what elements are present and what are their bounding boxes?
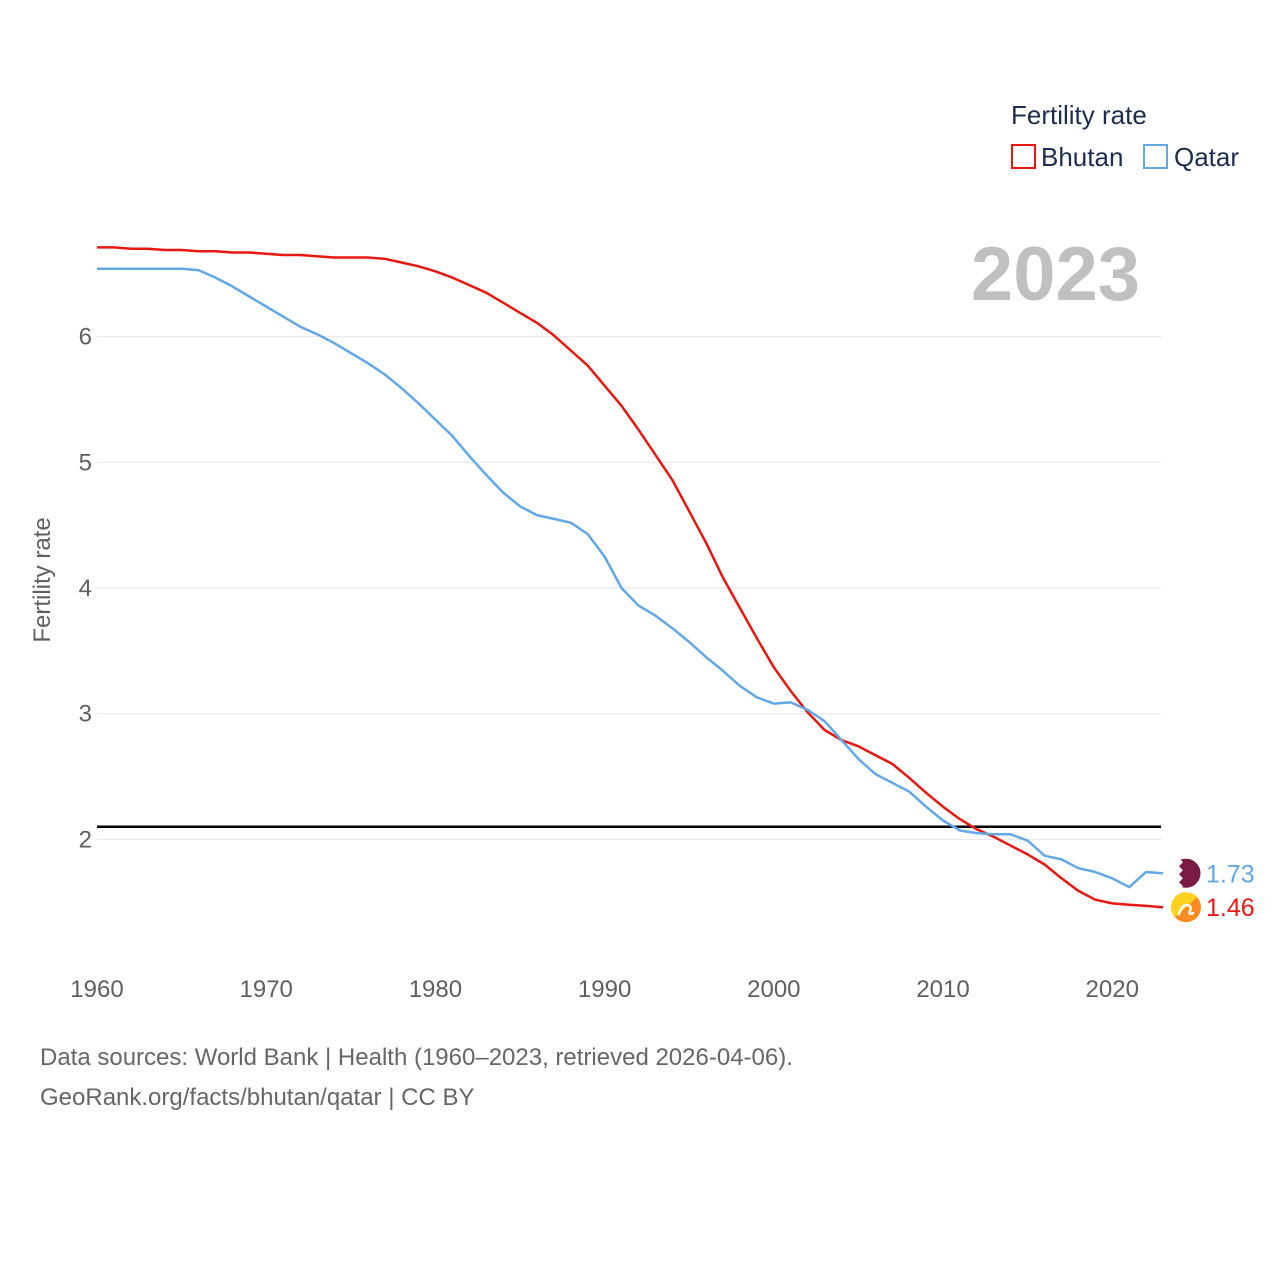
x-tick-label: 1960	[70, 976, 123, 1003]
y-axis-title: Fertility rate	[29, 517, 56, 642]
legend-swatch-bhutan	[1011, 144, 1036, 169]
series-line-qatar	[97, 267, 1164, 889]
y-tick-label: 4	[79, 575, 92, 602]
x-tick-label: 2000	[747, 976, 800, 1003]
end-label-qatar: 1.73	[1206, 860, 1255, 888]
y-tick-label: 3	[79, 701, 92, 728]
footer-sources: Data sources: World Bank | Health (1960–…	[40, 1044, 793, 1071]
year-label: 2023	[971, 232, 1140, 317]
x-tick-labels: 1960 1970 1980 1990 2000 2010 2020	[70, 976, 1139, 1003]
series-line-bhutan	[97, 246, 1164, 909]
legend-swatch-qatar	[1143, 144, 1168, 169]
legend-item-qatar[interactable]: Qatar	[1143, 142, 1239, 172]
x-tick-label: 2020	[1086, 976, 1139, 1003]
legend-label-bhutan: Bhutan	[1041, 142, 1123, 172]
bhutan-flag-icon	[1171, 892, 1201, 923]
legend[interactable]: Fertility rate Bhutan Qatar	[1011, 100, 1239, 172]
footer-credit: GeoRank.org/facts/bhutan/qatar | CC BY	[40, 1084, 475, 1111]
y-tick-label: 5	[79, 449, 92, 476]
y-tick-label: 2	[79, 826, 92, 853]
x-tick-label: 1970	[240, 976, 293, 1003]
x-tick-label: 1990	[578, 976, 631, 1003]
x-tick-label: 1980	[409, 976, 462, 1003]
grid-lines	[97, 336, 1161, 840]
y-tick-label: 6	[79, 324, 92, 351]
legend-item-bhutan[interactable]: Bhutan	[1011, 142, 1123, 172]
legend-title: Fertility rate	[1011, 100, 1147, 130]
end-markers: 1.46 1.73	[1170, 857, 1255, 923]
x-tick-label: 2010	[916, 976, 969, 1003]
series-lines	[97, 246, 1164, 909]
legend-label-qatar: Qatar	[1174, 142, 1239, 172]
y-tick-labels: 2 3 4 5 6	[79, 324, 92, 854]
qatar-flag-icon	[1170, 857, 1202, 889]
end-label-bhutan: 1.46	[1206, 894, 1255, 922]
